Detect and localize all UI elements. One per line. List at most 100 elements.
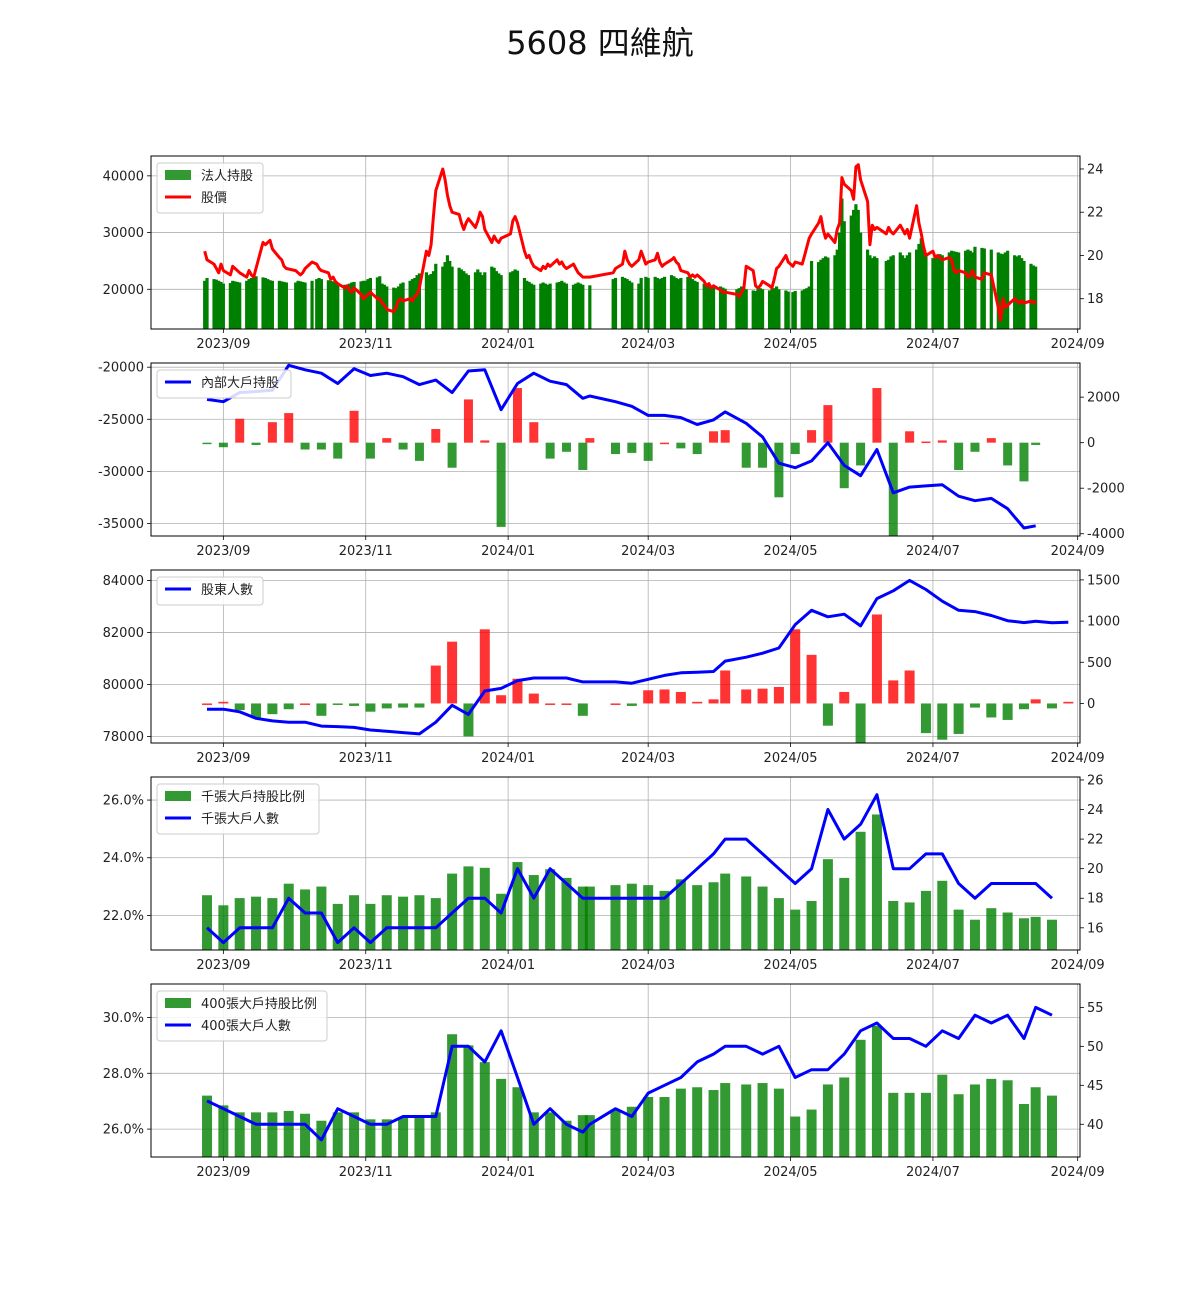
holding-bar (557, 281, 562, 329)
holding-bar (854, 204, 858, 329)
left-tick-label: 30.0% (103, 1011, 144, 1026)
ratio-bar (1030, 1087, 1041, 1157)
ratio-bar (741, 876, 752, 950)
holding-bar (630, 282, 634, 329)
holding-bar (205, 277, 209, 329)
holding-bar (410, 279, 415, 329)
holding-bar (676, 279, 681, 329)
holding-bar (280, 281, 284, 329)
holding-bar (1001, 254, 1005, 329)
holding-bar (936, 255, 940, 329)
ratio-bar (202, 1095, 213, 1157)
holding-bar (721, 287, 725, 329)
holding-bar (1015, 256, 1019, 329)
increase-bar (872, 388, 882, 443)
x-tick-label: 2023/09 (196, 958, 250, 973)
decrease-bar (414, 703, 425, 708)
decrease-bar (676, 442, 686, 449)
ratio-bar (659, 890, 670, 950)
ratio-bar (720, 873, 731, 950)
increase-bar (871, 614, 882, 704)
holding-bar (669, 275, 674, 329)
holding-bar (933, 256, 937, 329)
decrease-bar (970, 442, 980, 452)
legend-label: 千張大戶人數 (201, 812, 279, 827)
decrease-bar (577, 703, 588, 716)
holding-bar (644, 276, 648, 329)
plot-series (202, 363, 1041, 536)
chart-title: 5608 四維航 (506, 24, 694, 62)
ratio-bar (283, 883, 294, 950)
legend-label: 內部大戶持股 (201, 376, 279, 391)
holding-bar (352, 281, 356, 329)
decrease-bar (561, 442, 571, 452)
x-tick-label: 2024/01 (481, 1165, 535, 1180)
increase-bar (643, 690, 654, 704)
holding-bar (303, 282, 307, 329)
holding-bar (872, 256, 877, 329)
holding-bar (809, 260, 814, 329)
right-tick-label: 55 (1087, 1001, 1104, 1016)
legend-box (156, 576, 264, 606)
increase-bar (202, 703, 213, 705)
increase-bar (904, 670, 915, 704)
ratio-bar (692, 885, 703, 950)
ratio-bar (218, 1105, 229, 1157)
decrease-bar (381, 703, 392, 709)
holding-bar (282, 281, 286, 329)
holding-bar (950, 250, 954, 329)
holding-bar (760, 289, 765, 329)
holding-bar (1029, 263, 1033, 329)
decrease-bar (333, 442, 343, 459)
ratio-bar (610, 1109, 621, 1157)
holding-bar (375, 277, 380, 329)
legend-swatch (165, 170, 191, 180)
holding-bar (823, 256, 828, 329)
holding-bar (298, 281, 302, 329)
holding-bar (739, 286, 744, 329)
holding-bar (270, 280, 274, 329)
holding-bar (546, 284, 550, 329)
holding-bar (396, 286, 401, 329)
increase-bar (773, 686, 784, 704)
holding-bar (315, 279, 319, 329)
holding-bar (639, 277, 643, 329)
holding-bar (466, 275, 471, 329)
holding-bar (434, 263, 438, 329)
left-tick-label: 78000 (103, 730, 144, 745)
left-tick-label: 22.0% (103, 909, 144, 924)
holding-bar (217, 280, 221, 329)
holding-bar (655, 277, 660, 329)
holding-bar (319, 279, 323, 329)
holding-bar (973, 246, 977, 329)
holding-bar (767, 290, 772, 329)
legend-label: 股東人數 (201, 582, 253, 598)
ratio-bar (267, 898, 278, 950)
holding-bar (674, 277, 678, 329)
holding-bar (268, 280, 272, 329)
decrease-bar (234, 703, 245, 711)
axes-frame (150, 983, 1081, 1158)
holding-bar (802, 289, 807, 329)
ratio-bar (234, 898, 245, 950)
holding-bar (473, 272, 478, 329)
holding-bar (429, 273, 433, 329)
decrease-bar (218, 442, 228, 448)
increase-bar (905, 431, 915, 443)
panel-p1: 2023/09 2023/11 2024/01 2024/03 2024/05 2024/… (103, 155, 1105, 352)
ratio-bar (430, 1112, 441, 1157)
holding-bar (494, 271, 499, 329)
right-tick-label: 20 (1087, 862, 1104, 877)
holding-bar (499, 275, 503, 329)
increase-bar (430, 665, 441, 704)
ratio-bar (528, 875, 539, 950)
holding-bar (966, 249, 970, 329)
increase-bar (806, 654, 817, 704)
ratio-bar (1046, 919, 1057, 950)
x-tick-label: 2024/07 (906, 958, 960, 973)
holding-bar (296, 280, 300, 329)
increase-bar (986, 438, 996, 443)
decrease-bar (463, 703, 474, 737)
holding-bar (548, 283, 552, 329)
